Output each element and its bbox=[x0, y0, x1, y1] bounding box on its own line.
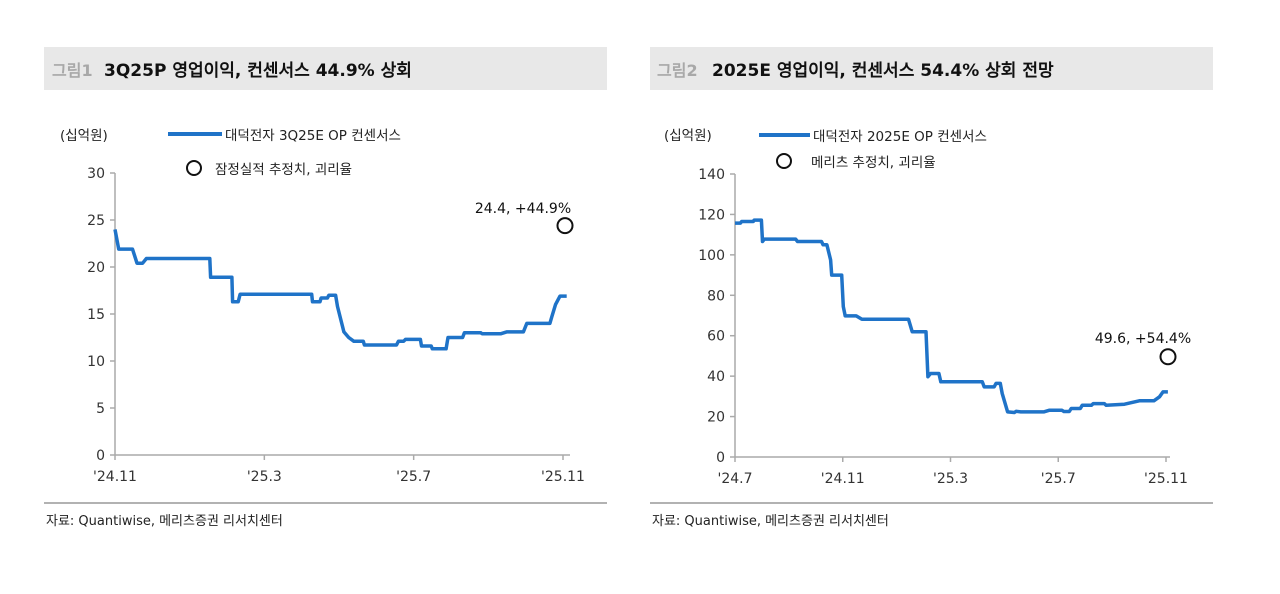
y-tick-label: 30 bbox=[87, 166, 105, 182]
plot-area: 0 5 10 15 20 25 30 '24.11 '25.3 '25.7 '25.11 bbox=[87, 166, 585, 485]
y-tick-label: 40 bbox=[707, 369, 725, 385]
source-note: 자료: Quantiwise, 메리츠증권 리서치센터 bbox=[652, 514, 889, 529]
figure-2: 그림2 2025E 영업이익, 컨센서스 54.4% 상회 전망 (십억원) 대… bbox=[650, 47, 1213, 529]
figure-title: 2025E 영업이익, 컨센서스 54.4% 상회 전망 bbox=[712, 61, 1054, 81]
x-tick-label: '24.11 bbox=[821, 471, 865, 487]
marker-annotation: 24.4, +44.9% bbox=[475, 201, 571, 217]
plot-area: 0 20 40 60 80 100 120 140 '24.7 '24.11 '25.3 '25.7 '… bbox=[698, 167, 1188, 487]
y-tick-label: 15 bbox=[87, 307, 105, 323]
series-line bbox=[735, 218, 1168, 415]
marker-annotation: 49.6, +54.4% bbox=[1095, 331, 1191, 347]
estimate-marker bbox=[1159, 348, 1177, 366]
x-tick-label: '24.7 bbox=[717, 471, 752, 487]
figure-number: 그림2 bbox=[657, 61, 698, 80]
title-bar bbox=[44, 47, 607, 90]
y-tick-label: 20 bbox=[87, 260, 105, 276]
y-axis-unit: (십억원) bbox=[664, 128, 712, 144]
legend-series-label: 대덕전자 3Q25E OP 컨센서스 bbox=[225, 128, 401, 144]
y-tick-label: 20 bbox=[707, 410, 725, 426]
source-note: 자료: Quantiwise, 메리츠증권 리서치센터 bbox=[46, 514, 283, 529]
legend-marker-label: 메리츠 추정치, 괴리율 bbox=[811, 155, 936, 171]
y-tick-label: 140 bbox=[698, 167, 725, 183]
x-tick-label: '25.3 bbox=[933, 471, 968, 487]
y-tick-label: 10 bbox=[87, 354, 105, 370]
estimate-marker bbox=[556, 217, 574, 235]
y-tick-label: 80 bbox=[707, 288, 725, 304]
y-tick-label: 60 bbox=[707, 329, 725, 345]
legend-marker-circle bbox=[186, 160, 202, 176]
figure-number: 그림1 bbox=[52, 61, 93, 80]
y-tick-label: 25 bbox=[87, 213, 105, 229]
y-tick-label: 100 bbox=[698, 248, 725, 264]
figure-1: 그림1 3Q25P 영업이익, 컨센서스 44.9% 상회 (십억원) 대덕전자… bbox=[44, 47, 607, 529]
x-tick-label: '25.7 bbox=[396, 469, 431, 485]
y-tick-label: 0 bbox=[716, 450, 725, 466]
y-tick-label: 120 bbox=[698, 207, 725, 223]
x-tick-label: '25.11 bbox=[541, 469, 585, 485]
legend-marker-circle bbox=[776, 153, 792, 169]
legend-series-label: 대덕전자 2025E OP 컨센서스 bbox=[813, 129, 987, 145]
x-tick-label: '25.3 bbox=[247, 469, 282, 485]
x-tick-label: '25.7 bbox=[1041, 471, 1076, 487]
legend-marker-label: 잠정실적 추정치, 괴리율 bbox=[215, 162, 352, 178]
y-axis-unit: (십억원) bbox=[60, 128, 108, 144]
figure-title: 3Q25P 영업이익, 컨센서스 44.9% 상회 bbox=[104, 61, 412, 81]
x-tick-label: '25.11 bbox=[1144, 471, 1188, 487]
series-line bbox=[113, 229, 567, 351]
y-tick-label: 5 bbox=[96, 401, 105, 417]
title-bar bbox=[650, 47, 1213, 90]
x-tick-label: '24.11 bbox=[93, 469, 137, 485]
y-tick-label: 0 bbox=[96, 448, 105, 464]
